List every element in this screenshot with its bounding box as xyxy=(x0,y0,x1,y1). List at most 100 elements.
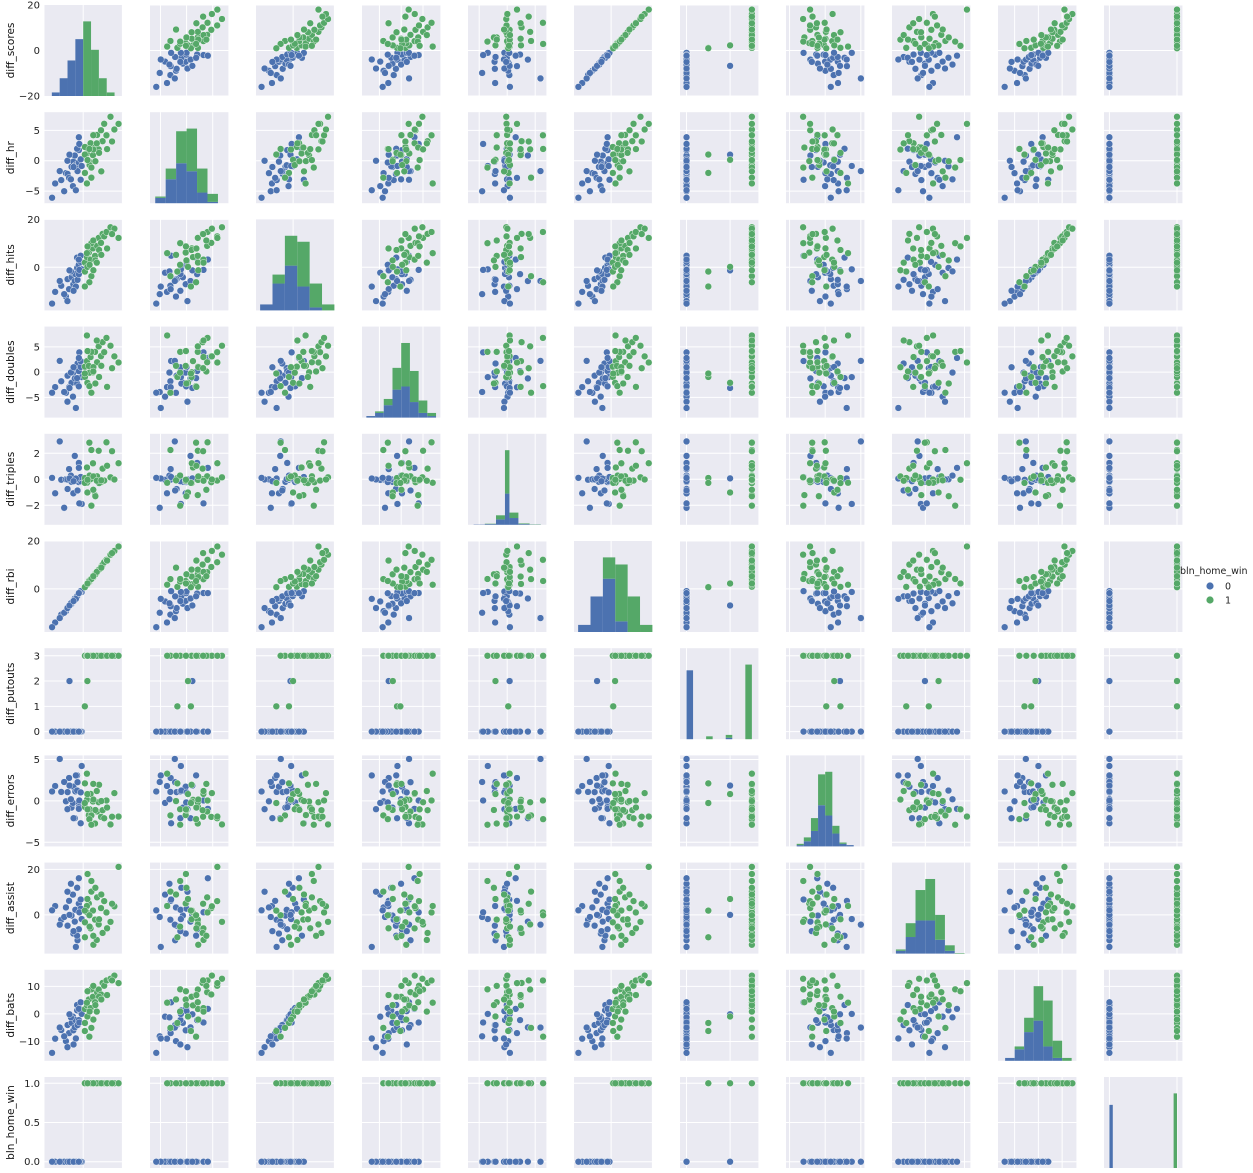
panel-background xyxy=(256,648,335,740)
scatter-point-0 xyxy=(491,276,500,284)
scatter-point-0 xyxy=(405,437,413,446)
scatter-point-0 xyxy=(276,452,284,460)
scatter-point-1 xyxy=(423,259,431,267)
scatter-point-0 xyxy=(1034,500,1042,508)
scatter-point-0 xyxy=(948,599,957,607)
scatter-point-0 xyxy=(410,728,419,736)
scatter-point-1 xyxy=(806,476,814,485)
scatter-point-1 xyxy=(110,125,118,134)
scatter-point-0 xyxy=(267,609,275,617)
scatter-point-1 xyxy=(929,125,937,134)
scatter-point-1 xyxy=(423,23,432,31)
scatter-point-0 xyxy=(177,49,185,57)
scatter-point-0 xyxy=(513,602,521,610)
scatter-point-0 xyxy=(953,255,961,264)
scatter-point-1 xyxy=(539,556,547,564)
scatter-point-0 xyxy=(513,174,521,182)
scatter-point-0 xyxy=(597,477,606,485)
scatter-point-1 xyxy=(748,167,756,175)
panel-diff_triples-vs-diff_hits xyxy=(256,433,335,525)
scatter-point-0 xyxy=(799,176,808,184)
scatter-point-1 xyxy=(1020,702,1029,710)
hist-bar-1 xyxy=(155,196,166,198)
panel-background xyxy=(1104,112,1183,204)
scatter-point-0 xyxy=(925,728,933,736)
scatter-point-1 xyxy=(799,239,807,247)
scatter-point-0 xyxy=(277,74,285,83)
hist-bar-0 xyxy=(284,265,298,311)
scatter-point-1 xyxy=(748,364,756,372)
scatter-point-0 xyxy=(1022,437,1030,446)
scatter-point-1 xyxy=(384,556,393,565)
scatter-point-0 xyxy=(500,404,508,412)
scatter-point-1 xyxy=(517,580,525,588)
scatter-point-1 xyxy=(829,10,837,18)
scatter-point-1 xyxy=(318,447,327,455)
scatter-point-0 xyxy=(953,464,961,472)
scatter-point-1 xyxy=(1037,336,1045,345)
scatter-point-0 xyxy=(1025,486,1033,495)
scatter-point-1 xyxy=(166,811,175,820)
scatter-point-1 xyxy=(638,364,646,372)
scatter-point-1 xyxy=(621,139,630,147)
scatter-point-1 xyxy=(813,462,821,470)
scatter-point-0 xyxy=(813,52,821,60)
scatter-point-1 xyxy=(295,492,303,500)
scatter-point-1 xyxy=(182,42,190,50)
scatter-point-1 xyxy=(1173,266,1181,274)
scatter-point-0 xyxy=(726,62,734,70)
scatter-point-1 xyxy=(619,157,627,165)
scatter-point-0 xyxy=(512,133,520,141)
scatter-point-1 xyxy=(392,566,401,574)
scatter-point-1 xyxy=(915,223,923,231)
scatter-point-0 xyxy=(921,62,929,70)
scatter-point-1 xyxy=(184,677,192,685)
scatter-point-0 xyxy=(682,157,691,165)
scatter-point-1 xyxy=(505,156,513,164)
scatter-point-1 xyxy=(83,347,92,355)
scatter-point-0 xyxy=(1032,175,1040,183)
y-tick-label: 0 xyxy=(34,46,40,57)
scatter-point-0 xyxy=(372,604,380,612)
scatter-point-1 xyxy=(301,331,310,340)
scatter-point-1 xyxy=(1015,382,1023,390)
scatter-point-0 xyxy=(56,357,64,365)
panel-diff_rbi-vs-diff_scores xyxy=(43,540,123,632)
scatter-point-0 xyxy=(48,194,56,202)
scatter-point-1 xyxy=(945,570,953,578)
scatter-point-1 xyxy=(821,244,830,252)
scatter-point-1 xyxy=(617,35,626,44)
scatter-point-1 xyxy=(213,812,221,821)
scatter-point-1 xyxy=(1015,652,1023,660)
scatter-point-1 xyxy=(300,476,308,484)
scatter-point-1 xyxy=(1060,542,1069,551)
panel-diff_hr-vs-diff_rbi xyxy=(574,112,653,204)
panel-background xyxy=(1104,541,1183,632)
scatter-point-0 xyxy=(524,374,532,383)
scatter-point-0 xyxy=(827,389,835,397)
scatter-point-0 xyxy=(894,728,902,736)
scatter-point-1 xyxy=(416,579,424,588)
scatter-point-1 xyxy=(748,502,756,510)
scatter-point-1 xyxy=(813,156,822,164)
scatter-point-0 xyxy=(506,83,514,91)
scatter-point-1 xyxy=(539,19,547,27)
scatter-point-1 xyxy=(925,583,933,591)
scatter-point-0 xyxy=(894,186,902,194)
scatter-point-1 xyxy=(1068,225,1076,233)
scatter-point-1 xyxy=(102,131,111,139)
scatter-point-1 xyxy=(192,652,200,660)
scatter-point-1 xyxy=(187,799,195,807)
hist-bar-1 xyxy=(272,274,285,284)
scatter-point-1 xyxy=(934,677,943,685)
scatter-point-0 xyxy=(1039,728,1047,736)
scatter-point-1 xyxy=(192,19,200,27)
scatter-point-1 xyxy=(815,492,823,500)
scatter-point-1 xyxy=(506,259,514,267)
scatter-point-0 xyxy=(586,504,594,512)
scatter-point-1 xyxy=(1054,358,1062,366)
scatter-point-1 xyxy=(103,383,111,391)
scatter-point-1 xyxy=(937,131,945,139)
scatter-point-1 xyxy=(199,364,207,372)
scatter-point-1 xyxy=(539,278,547,286)
